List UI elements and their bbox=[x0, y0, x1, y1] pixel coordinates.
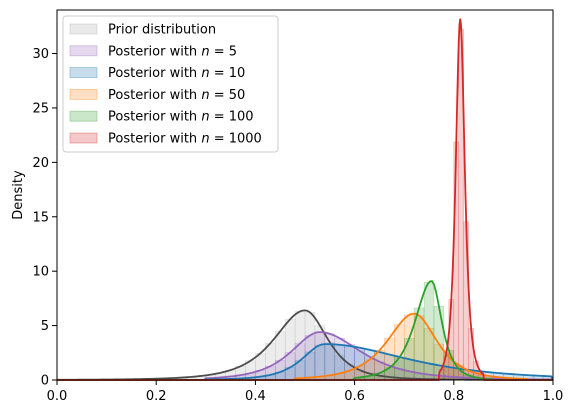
hist-bar bbox=[423, 282, 435, 381]
x-tick-label: 1.0 bbox=[543, 389, 564, 404]
legend-swatch bbox=[69, 132, 98, 144]
legend-label: Posterior with n = 10 bbox=[108, 66, 245, 81]
y-tick-label: 30 bbox=[32, 47, 49, 62]
legend-label: Posterior with n = 50 bbox=[108, 88, 245, 103]
y-tick-label: 5 bbox=[41, 319, 49, 334]
legend-box bbox=[62, 15, 279, 153]
legend: Prior distribution Posterior with n = 5 Po… bbox=[62, 15, 279, 153]
x-tick-label: 0.6 bbox=[344, 389, 365, 404]
x-axis: 0.0 0.2 0.4 0.6 0.8 1.0 bbox=[47, 380, 564, 404]
legend-swatch bbox=[69, 67, 98, 78]
y-tick-label: 20 bbox=[32, 156, 49, 171]
y-tick-label: 10 bbox=[32, 265, 49, 280]
y-axis: 0 5 10 15 20 25 30 bbox=[32, 47, 57, 389]
hist-bar bbox=[314, 344, 326, 381]
y-tick-label: 15 bbox=[32, 210, 49, 225]
legend-label: Posterior with n = 1000 bbox=[108, 132, 262, 147]
y-tick-label: 25 bbox=[32, 101, 49, 116]
x-tick-label: 0.0 bbox=[47, 389, 68, 404]
legend-swatch bbox=[69, 45, 98, 57]
x-tick-label: 0.2 bbox=[146, 389, 167, 404]
y-axis-label: Density bbox=[11, 170, 26, 220]
legend-swatch bbox=[69, 89, 98, 100]
plot-frame bbox=[56, 9, 554, 381]
legend-swatch bbox=[69, 110, 98, 122]
x-tick-label: 0.4 bbox=[245, 389, 266, 404]
legend-label: Posterior with n = 5 bbox=[108, 44, 237, 59]
legend-swatch bbox=[69, 23, 98, 35]
y-tick-label: 0 bbox=[41, 374, 49, 389]
x-tick-label: 0.8 bbox=[443, 389, 464, 404]
legend-label: Prior distribution bbox=[108, 23, 216, 38]
legend-label: Posterior with n = 100 bbox=[108, 110, 254, 125]
